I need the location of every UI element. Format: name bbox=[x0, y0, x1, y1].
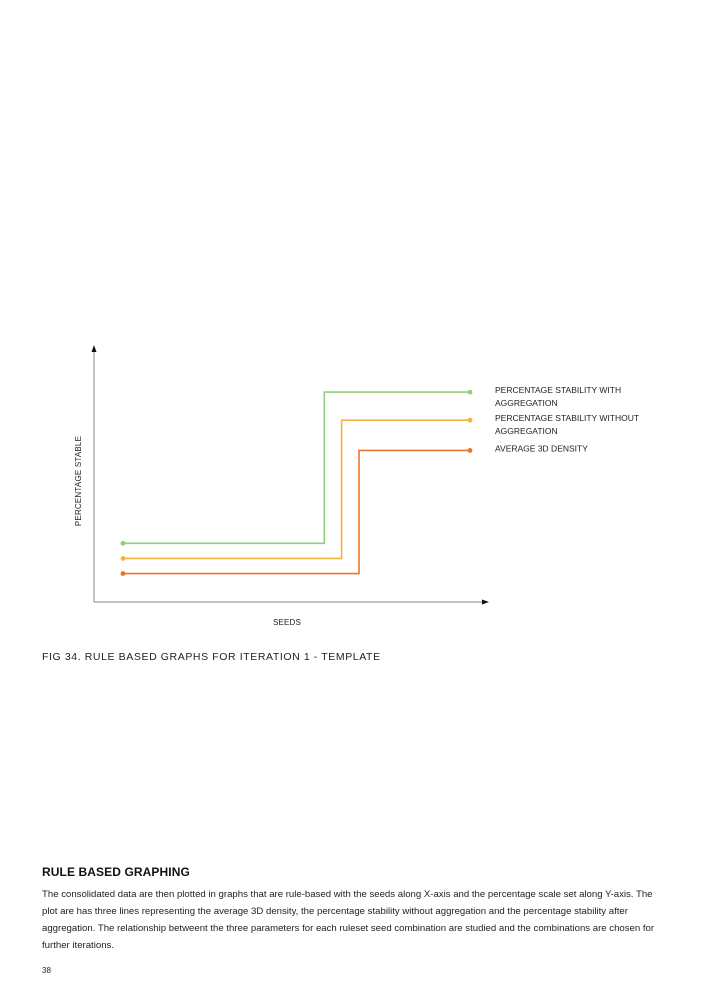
page-number: 38 bbox=[42, 966, 51, 975]
series-3-end-point bbox=[467, 448, 473, 453]
legend-label-1-line-2: AGGREGATION bbox=[495, 398, 558, 408]
x-axis-arrow bbox=[482, 599, 489, 605]
series-2-start-point bbox=[120, 556, 126, 561]
legend: PERCENTAGE STABILITY WITH AGGREGATION PERC… bbox=[495, 385, 639, 453]
series-2-end-point bbox=[467, 417, 473, 423]
series-line-2 bbox=[123, 419, 470, 560]
legend-label-2-line-1: PERCENTAGE STABILITY WITHOUT bbox=[495, 413, 639, 423]
legend-label-1-line-1: PERCENTAGE STABILITY WITH bbox=[495, 385, 621, 395]
series-1-start-point bbox=[120, 540, 126, 546]
series-3-start-point bbox=[120, 571, 126, 576]
series-line-3 bbox=[123, 449, 470, 575]
legend-label-3-line-1: AVERAGE 3D DENSITY bbox=[495, 443, 588, 453]
chart-axes bbox=[91, 345, 489, 605]
legend-label-2-line-2: AGGREGATION bbox=[495, 426, 558, 436]
x-axis-label: SEEDS bbox=[273, 618, 301, 627]
section-heading: RULE BASED GRAPHING bbox=[42, 865, 190, 879]
figure-caption: FIG 34. RULE BASED GRAPHS FOR ITERATION … bbox=[42, 651, 381, 663]
y-axis-label: PERCENTAGE STABLE bbox=[74, 436, 83, 526]
series-group bbox=[120, 389, 473, 576]
series-1-end-point bbox=[467, 389, 473, 395]
y-axis-arrow bbox=[91, 345, 97, 352]
series-line-1 bbox=[123, 391, 470, 545]
section-body: The consolidated data are then plotted i… bbox=[42, 889, 655, 951]
